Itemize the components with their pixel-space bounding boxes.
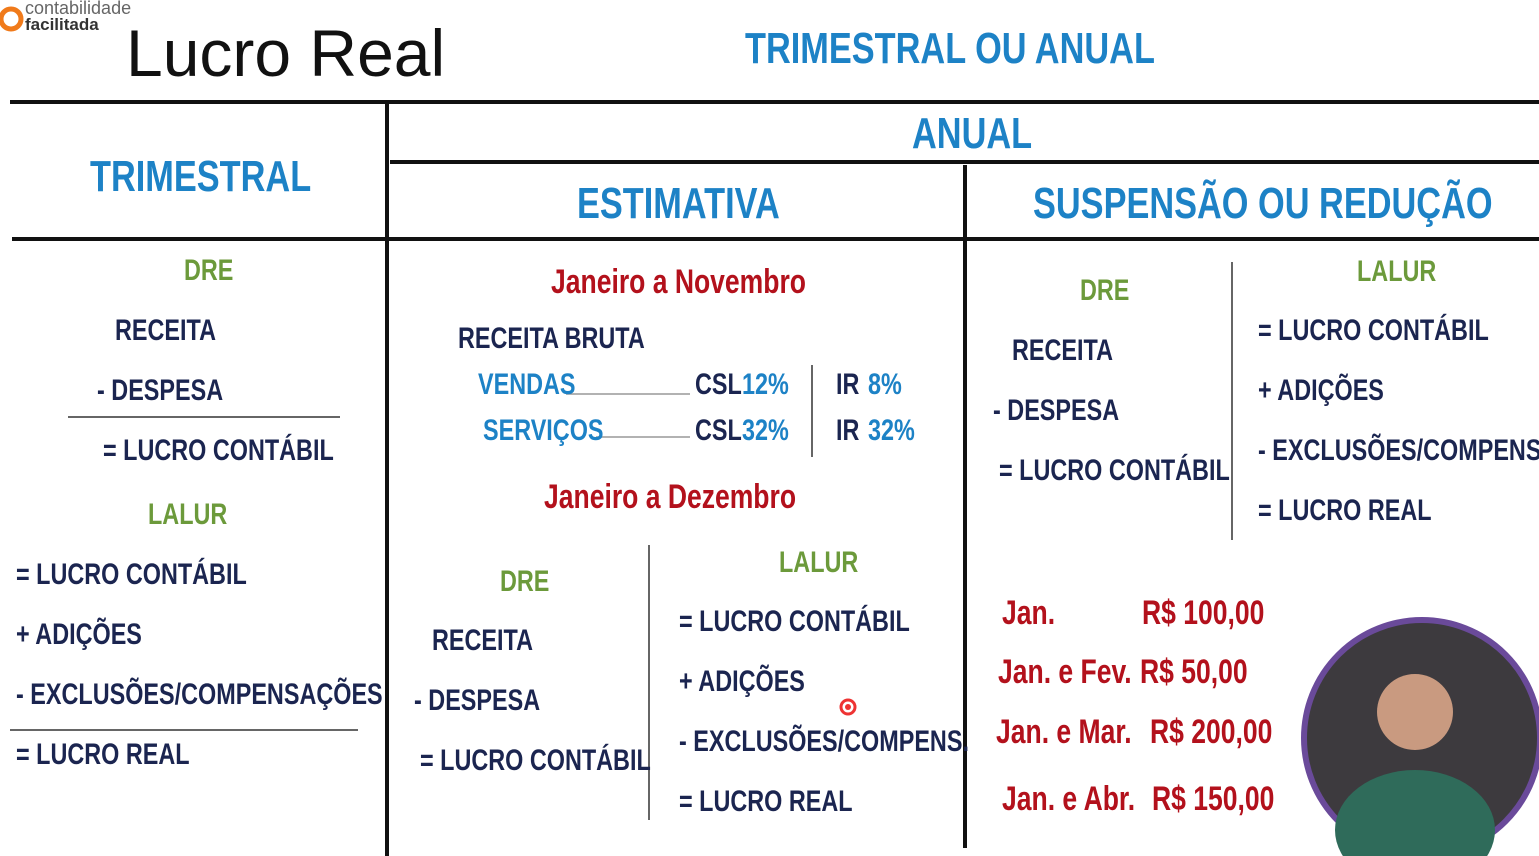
activity: VENDAS bbox=[478, 368, 576, 401]
tax-label: IR bbox=[836, 414, 860, 447]
period: Janeiro a Dezembro bbox=[544, 478, 797, 516]
payment-amount: R$ 100,00 bbox=[1142, 594, 1265, 632]
payment-amount: R$ 200,00 bbox=[1150, 713, 1273, 751]
payment-amount: R$ 50,00 bbox=[1140, 653, 1248, 691]
block-line: = LUCRO CONTÁBIL bbox=[999, 454, 1230, 487]
tax-rate: 12% bbox=[742, 368, 789, 401]
block-line: = LUCRO REAL bbox=[16, 738, 190, 771]
period: Janeiro a Novembro bbox=[551, 263, 806, 301]
section-heading: ESTIMATIVA bbox=[577, 179, 780, 228]
block-line: - EXCLUSÕES/COMPENS. bbox=[679, 725, 969, 758]
tax-label: CSL bbox=[695, 414, 742, 447]
block-line: - DESPESA bbox=[97, 374, 224, 407]
block-label: LALUR bbox=[148, 498, 228, 531]
presenter-face bbox=[1377, 674, 1453, 750]
block-line: - EXCLUSÕES/COMPENSAÇÕES bbox=[16, 678, 383, 711]
logo-text: contabilidade bbox=[25, 0, 132, 18]
block-line: RECEITA bbox=[115, 314, 216, 347]
block-label: LALUR bbox=[779, 546, 859, 579]
title: Lucro Real bbox=[126, 16, 446, 90]
tax-label: IR bbox=[836, 368, 860, 401]
block-line: - EXCLUSÕES/COMPENS. bbox=[1258, 434, 1539, 467]
block-line: = LUCRO REAL bbox=[1258, 494, 1432, 527]
block-label: DRE bbox=[184, 254, 234, 287]
cursor-dot bbox=[845, 704, 851, 710]
block-label: DRE bbox=[1080, 274, 1130, 307]
tax-rate: 8% bbox=[868, 368, 902, 401]
payment-amount: R$ 150,00 bbox=[1152, 780, 1275, 818]
divider-lines bbox=[10, 262, 1233, 820]
block-line: = LUCRO CONTÁBIL bbox=[420, 744, 651, 777]
tax-rate: 32% bbox=[868, 414, 915, 447]
block-label: LALUR bbox=[1357, 255, 1437, 288]
logo-icon bbox=[0, 6, 24, 32]
section-heading: SUSPENSÃO OU REDUÇÃO bbox=[1033, 179, 1493, 228]
block-line: = LUCRO CONTÁBIL bbox=[103, 434, 334, 467]
block-line: + ADIÇÕES bbox=[1258, 374, 1384, 407]
payment-period: Jan. bbox=[1002, 594, 1056, 632]
line: RECEITA BRUTA bbox=[458, 322, 645, 355]
block-line: = LUCRO CONTÁBIL bbox=[679, 605, 910, 638]
subtitle: TRIMESTRAL OU ANUAL bbox=[745, 24, 1155, 73]
payment-period: Jan. e Abr. bbox=[1002, 780, 1136, 818]
block-label: DRE bbox=[500, 565, 550, 598]
block-line: + ADIÇÕES bbox=[679, 665, 805, 698]
block-line: + ADIÇÕES bbox=[16, 618, 142, 651]
payment-period: Jan. e Mar. bbox=[996, 713, 1132, 751]
presenter-shirt bbox=[1335, 770, 1495, 856]
logo-text: facilitada bbox=[25, 15, 99, 34]
payment-period: Jan. e Fev. bbox=[998, 653, 1132, 691]
block-line: = LUCRO CONTÁBIL bbox=[16, 558, 247, 591]
table-lines bbox=[10, 100, 1539, 856]
connector-lines bbox=[566, 393, 690, 438]
section-heading: TRIMESTRAL bbox=[90, 152, 312, 201]
section-heading: ANUAL bbox=[912, 109, 1033, 158]
block-line: = LUCRO REAL bbox=[679, 785, 853, 818]
block-line: - DESPESA bbox=[414, 684, 541, 717]
block-line: RECEITA bbox=[432, 624, 533, 657]
activity: SERVIÇOS bbox=[483, 414, 604, 447]
block-line: = LUCRO CONTÁBIL bbox=[1258, 314, 1489, 347]
block-line: RECEITA bbox=[1012, 334, 1113, 367]
tax-rate: 32% bbox=[742, 414, 789, 447]
block-line: - DESPESA bbox=[993, 394, 1120, 427]
tax-label: CSL bbox=[695, 368, 742, 401]
